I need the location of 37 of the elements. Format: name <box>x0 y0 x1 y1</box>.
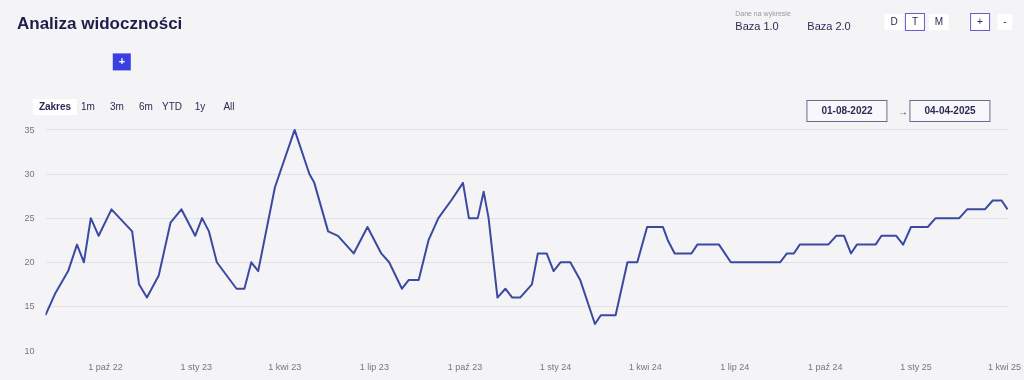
text: + <box>112 53 132 71</box>
text: Baza 2.0 <box>807 20 851 34</box>
y-tick-label: 30 <box>24 169 35 180</box>
text: 1y <box>194 101 206 113</box>
x-tick-label: 1 kwi 24 <box>628 361 662 372</box>
text: M <box>928 14 950 30</box>
text: + <box>970 13 990 31</box>
text: 1m <box>81 101 95 113</box>
x-tick-label: 1 sty 24 <box>539 361 572 372</box>
x-tick-label: 1 lip 24 <box>720 361 750 372</box>
line-series <box>45 128 1009 326</box>
x-tick-label: 1 sty 25 <box>900 361 932 372</box>
text: All <box>223 101 235 113</box>
x-tick-label: 1 sty 23 <box>180 361 212 372</box>
y-tick-label: 10 <box>24 345 35 356</box>
y-tick-label: 20 <box>24 257 35 268</box>
text: Baza 1.0 <box>735 20 779 34</box>
chart-title: Analiza widoczności <box>17 13 183 35</box>
x-tick-label: 1 lip 23 <box>359 361 389 372</box>
x-tick-label: 1 paź 22 <box>88 361 123 372</box>
text: Zakres <box>32 99 78 115</box>
text: T <box>904 13 926 31</box>
text: - <box>997 14 1013 30</box>
x-tick-label: 1 kwi 25 <box>988 361 1022 372</box>
text: 04-04-2025 <box>909 100 991 122</box>
text: 01-08-2022 <box>806 100 888 122</box>
text: D <box>884 14 904 30</box>
y-tick-label: 35 <box>24 124 35 135</box>
y-tick-label: 15 <box>24 301 35 312</box>
x-tick-label: 1 paź 23 <box>447 361 483 372</box>
y-tick-label: 25 <box>24 213 35 224</box>
text: 3m <box>110 101 124 113</box>
x-tick-label: 1 kwi 23 <box>268 361 302 372</box>
x-tick-label: 1 paź 24 <box>808 361 843 372</box>
text: → <box>898 106 908 118</box>
text: 6m <box>139 101 153 113</box>
text: YTD <box>162 101 182 113</box>
